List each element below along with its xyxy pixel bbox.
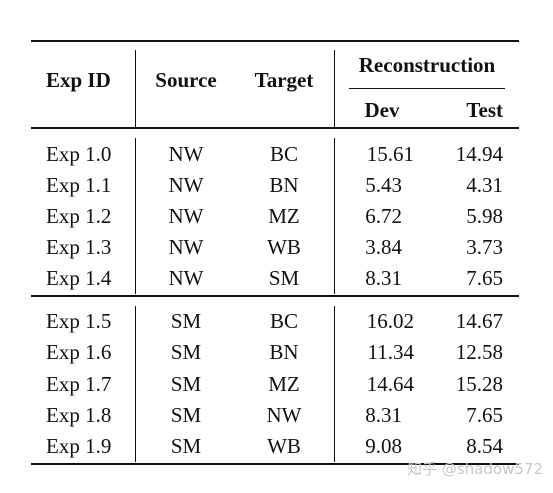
- cell-test: 15.28: [455, 372, 503, 396]
- cell-source: NW: [168, 173, 204, 197]
- cell-source: NW: [168, 204, 204, 228]
- cell-dev: 3.84: [365, 235, 402, 259]
- table-bottom-rule: [31, 463, 519, 465]
- cell-exp: Exp 1.6: [46, 340, 112, 364]
- cell-exp: Exp 1.8: [46, 403, 112, 427]
- header-bottom-rule: [31, 127, 519, 129]
- cell-source: SM: [170, 309, 202, 333]
- cell-target: BN: [269, 173, 299, 197]
- cell-source: NW: [168, 142, 204, 166]
- cell-test: 5.98: [466, 204, 503, 228]
- cell-target: BC: [269, 309, 299, 333]
- cell-exp: Exp 1.5: [46, 309, 112, 333]
- cell-exp: Exp 1.1: [46, 173, 112, 197]
- cell-test: 7.65: [466, 403, 503, 427]
- header-source: Source: [155, 68, 217, 92]
- cell-exp: Exp 1.3: [46, 235, 112, 259]
- cell-dev: 6.72: [365, 204, 402, 228]
- cell-target: SM: [268, 266, 300, 290]
- cell-source: SM: [170, 434, 202, 458]
- cell-target: NW: [266, 403, 302, 427]
- group1-vline-left: [135, 138, 136, 294]
- cell-target: MZ: [268, 372, 300, 396]
- header-test: Test: [466, 98, 503, 122]
- cell-dev: 14.64: [366, 372, 414, 396]
- cell-target: WB: [267, 434, 301, 458]
- cell-exp: Exp 1.0: [46, 142, 112, 166]
- watermark: 知乎 @shadow572: [407, 460, 543, 478]
- group-separator-rule: [31, 295, 519, 297]
- cell-test: 14.67: [455, 309, 503, 333]
- cell-dev: 11.34: [367, 340, 414, 364]
- cell-test: 8.54: [466, 434, 503, 458]
- group1-vline-right: [334, 138, 335, 294]
- cell-target: MZ: [268, 204, 300, 228]
- cell-dev: 15.61: [366, 142, 414, 166]
- group2-vline-right: [334, 306, 335, 462]
- cell-dev: 9.08: [365, 434, 402, 458]
- header-vline-left: [135, 50, 136, 127]
- cell-test: 14.94: [455, 142, 503, 166]
- cell-dev: 16.02: [366, 309, 414, 333]
- cell-source: NW: [168, 266, 204, 290]
- cell-source: SM: [170, 340, 202, 364]
- cell-source: NW: [168, 235, 204, 259]
- cell-dev: 8.31: [365, 266, 402, 290]
- header-target: Target: [254, 68, 314, 92]
- cell-exp: Exp 1.7: [46, 372, 112, 396]
- group2-vline-left: [135, 306, 136, 462]
- header-reconstruction: Reconstruction: [358, 53, 496, 77]
- cell-target: BC: [269, 142, 299, 166]
- cell-dev: 5.43: [365, 173, 402, 197]
- cell-test: 7.65: [466, 266, 503, 290]
- cell-test: 3.73: [466, 235, 503, 259]
- cell-test: 12.58: [455, 340, 503, 364]
- header-exp-id: Exp ID: [46, 68, 111, 92]
- cell-source: SM: [170, 403, 202, 427]
- cell-test: 4.31: [466, 173, 503, 197]
- header-vline-right: [334, 50, 335, 127]
- reconstruction-subrule: [349, 88, 505, 89]
- cell-target: BN: [269, 340, 299, 364]
- cell-target: WB: [267, 235, 301, 259]
- header-dev: Dev: [364, 98, 400, 122]
- table-top-rule: [31, 40, 519, 42]
- cell-dev: 8.31: [365, 403, 402, 427]
- cell-exp: Exp 1.4: [46, 266, 112, 290]
- cell-source: SM: [170, 372, 202, 396]
- cell-exp: Exp 1.9: [46, 434, 112, 458]
- cell-exp: Exp 1.2: [46, 204, 112, 228]
